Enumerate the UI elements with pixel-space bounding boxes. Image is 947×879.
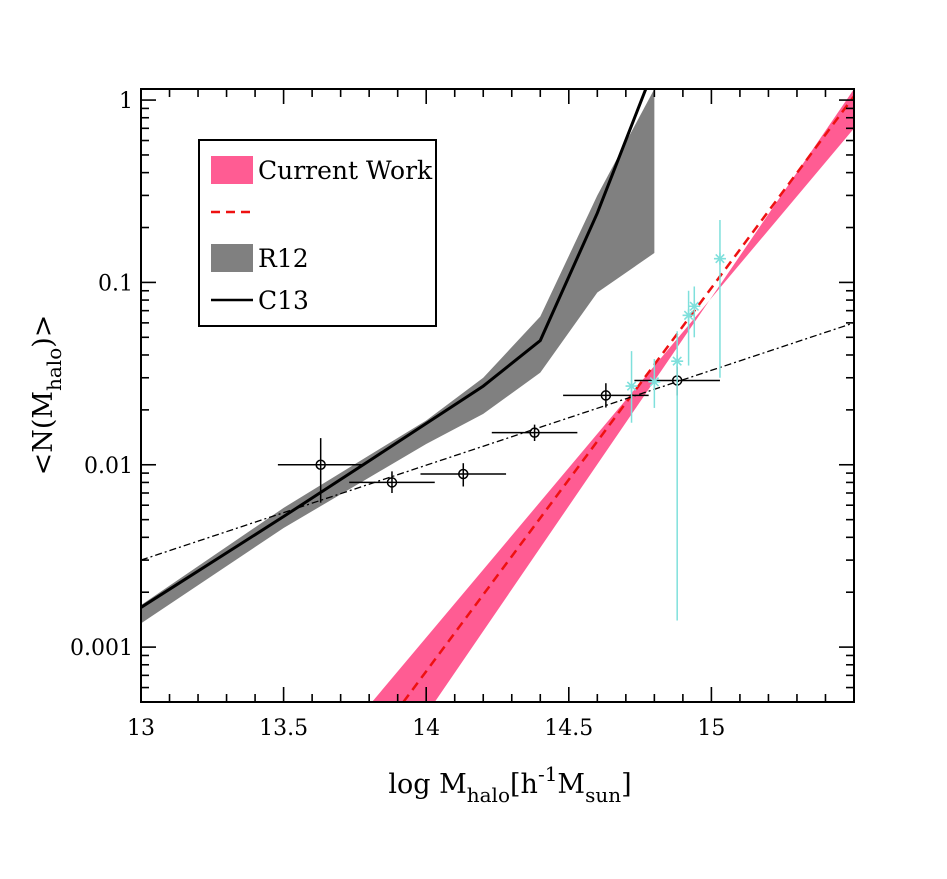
data-point-asterisk-2 — [671, 355, 684, 368]
y-tick-label: 1 — [119, 89, 133, 114]
line-c13 — [141, 89, 648, 609]
data-point-circle-0 — [315, 459, 326, 471]
data-point-asterisk-5 — [713, 252, 726, 265]
x-axis-title-bracket: [h — [510, 769, 538, 800]
legend-swatch-r12 — [211, 244, 253, 272]
legend-label-current-work: Current Work — [258, 156, 433, 185]
y-axis-title-sub: halo — [42, 348, 66, 391]
y-axis-title-close: )> — [28, 315, 59, 348]
legend: Current Work R12 C13 — [198, 139, 437, 327]
data-point-circle-4 — [600, 390, 612, 401]
y-axis-title: <N(Mhalo)> — [28, 315, 66, 476]
band-r12 — [141, 89, 655, 624]
x-axis-title-main: log M — [388, 769, 466, 800]
x-axis-title-close: ] — [621, 769, 632, 800]
y-tick-label: 0.001 — [70, 636, 133, 661]
tick-labels: 13 13.5 14 14.5 15 0.001 0.01 0.1 1 — [70, 89, 725, 741]
plot-area — [141, 89, 854, 702]
legend-swatch-current-work — [211, 156, 253, 184]
data-point-circle-1 — [386, 477, 398, 488]
x-axis-title-sub: halo — [467, 783, 510, 807]
x-tick-label: 13.5 — [259, 716, 308, 741]
dashed-line — [402, 95, 854, 702]
data-point-asterisk-3 — [682, 309, 695, 322]
x-tick-label: 14 — [412, 716, 440, 741]
x-axis-title: log Mhalo[h-1Msun] — [388, 762, 631, 807]
dash-dot-line — [141, 322, 854, 561]
x-tick-label: 15 — [697, 716, 725, 741]
y-axis-title-main: <N(M — [28, 391, 59, 475]
y-tick-label: 0.1 — [98, 271, 133, 296]
x-tick-label: 14.5 — [544, 716, 593, 741]
y-tick-label: 0.01 — [84, 454, 133, 479]
plot-frame — [140, 88, 855, 703]
data-point-asterisk-4 — [688, 300, 701, 313]
data-point-asterisk-1 — [648, 375, 661, 388]
x-axis-title-m: M — [557, 769, 585, 800]
data-point-circle-2 — [458, 468, 469, 480]
legend-label-r12: R12 — [258, 244, 309, 273]
data-point-circle-3 — [529, 427, 540, 438]
x-tick-label: 13 — [127, 716, 155, 741]
legend-label-c13: C13 — [258, 286, 309, 315]
x-axis-title-sup: -1 — [538, 762, 557, 786]
data-point-asterisk-0 — [625, 380, 638, 393]
x-axis-title-sub2: sun — [585, 783, 621, 807]
